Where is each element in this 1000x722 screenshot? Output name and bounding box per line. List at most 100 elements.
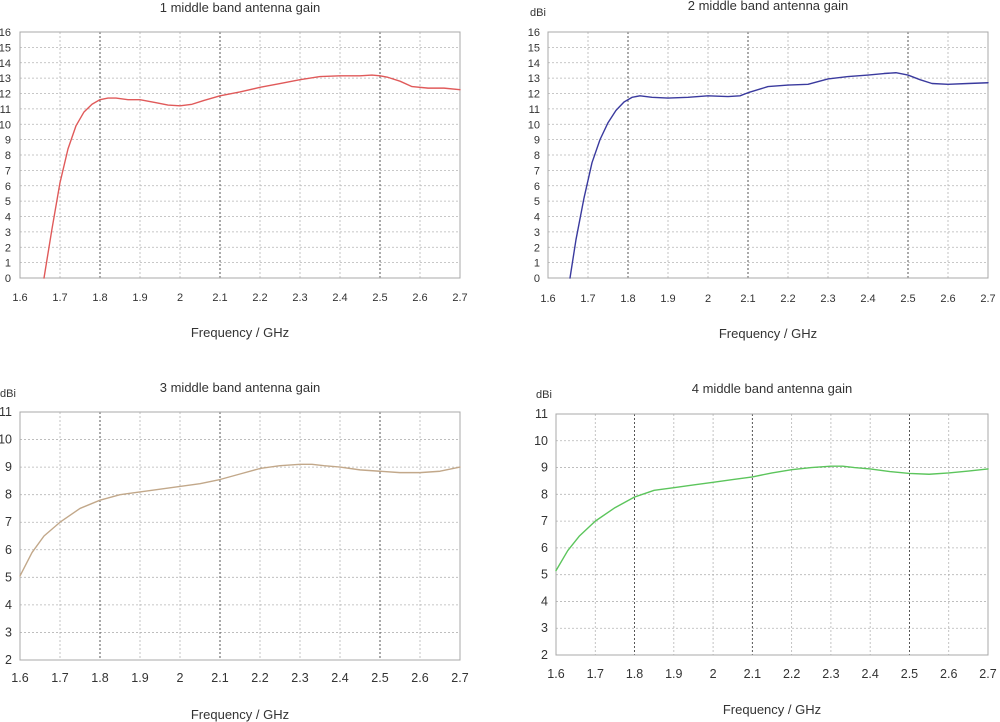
x-tick-label: 2.6 [411, 671, 428, 685]
x-tick-label: 1.9 [132, 292, 147, 304]
x-tick-label: 2.2 [780, 293, 795, 305]
x-tick-label: 2.4 [331, 671, 348, 685]
y-tick-label: 10 [0, 119, 11, 131]
y-tick-label: 6 [5, 543, 12, 557]
y-tick-label: 8 [5, 488, 12, 502]
y-tick-label: 11 [0, 405, 12, 419]
y-tick-label: 8 [534, 150, 540, 162]
y-tick-label: 4 [534, 212, 540, 224]
y-tick-label: 3 [534, 227, 540, 239]
y-tick-label: 7 [534, 165, 540, 177]
x-tick-label: 2.2 [251, 671, 268, 685]
y-tick-label: 11 [535, 407, 548, 421]
x-tick-label: 2.1 [744, 667, 761, 681]
x-tick-label: 2.4 [861, 667, 878, 681]
gain-curve [569, 72, 989, 279]
x-tick-label: 1.7 [51, 671, 68, 685]
y-tick-label: 6 [534, 181, 540, 193]
gain-curve [19, 463, 461, 577]
y-tick-label: 15 [528, 42, 540, 54]
y-tick-label: 11 [529, 104, 540, 116]
y-tick-label: 8 [541, 487, 548, 501]
y-tick-label: 7 [5, 515, 12, 529]
x-axis-title: Frequency / GHz [719, 326, 817, 341]
y-tick-label: 7 [5, 165, 11, 177]
x-tick-label: 2 [177, 292, 183, 304]
y-tick-label: 14 [0, 58, 11, 70]
x-tick-label: 2.1 [211, 671, 228, 685]
y-tick-label: 14 [528, 58, 540, 70]
y-tick-label: 10 [0, 433, 12, 447]
x-tick-label: 1.7 [587, 667, 604, 681]
x-tick-label: 1.6 [11, 671, 28, 685]
x-tick-label: 2.5 [372, 292, 387, 304]
x-tick-label: 2.7 [979, 667, 996, 681]
plot-frame [547, 31, 989, 279]
x-tick-label: 2 [705, 293, 711, 305]
x-tick-label: 2.7 [451, 671, 468, 685]
x-tick-label: 2.4 [332, 292, 347, 304]
x-tick-label: 1.9 [131, 671, 148, 685]
plot-frame [19, 411, 461, 661]
x-tick-label: 1.9 [660, 293, 675, 305]
y-tick-label: 5 [5, 196, 11, 208]
y-unit-label: dBi [0, 388, 16, 400]
y-tick-label: 16 [0, 27, 11, 39]
gain-curve [555, 465, 989, 572]
y-tick-label: 2 [541, 648, 548, 662]
x-tick-label: 2 [710, 667, 717, 681]
y-unit-label: dBi [530, 7, 546, 19]
x-tick-label: 2.2 [783, 667, 800, 681]
y-tick-label: 16 [528, 27, 540, 39]
x-tick-label: 1.8 [92, 292, 107, 304]
x-axis-title: Frequency / GHz [191, 707, 289, 722]
x-tick-label: 2.7 [452, 292, 467, 304]
x-tick-label: 2.6 [940, 667, 957, 681]
chart-3: 2 3 4 5 6 7 8 9 10 11 1.6 1.7 1.8 1.9 2 2.1 2.2 2.3 2.4 2.5… [0, 380, 469, 722]
x-tick-label: 1.7 [580, 293, 595, 305]
x-tick-label: 1.6 [540, 293, 555, 305]
x-tick-label: 2.5 [371, 671, 388, 685]
y-tick-label: 4 [5, 212, 11, 224]
y-tick-label: 9 [5, 460, 12, 474]
y-tick-label: 4 [5, 598, 12, 612]
y-tick-label: 9 [541, 461, 548, 475]
x-tick-label: 2.1 [740, 293, 755, 305]
x-tick-label: 2.4 [860, 293, 875, 305]
x-tick-label: 2.7 [980, 293, 995, 305]
y-tick-label: 6 [541, 541, 548, 555]
x-tick-label: 2.5 [901, 667, 918, 681]
x-tick-label: 2.3 [292, 292, 307, 304]
x-tick-label: 1.6 [12, 292, 27, 304]
y-tick-label: 1 [534, 258, 540, 270]
plot-frame [19, 31, 461, 279]
y-tick-label: 2 [5, 653, 12, 667]
x-tick-label: 2.3 [291, 671, 308, 685]
x-tick-label: 2 [177, 671, 184, 685]
x-axis-title: Frequency / GHz [191, 325, 289, 340]
x-tick-label: 1.8 [91, 671, 108, 685]
chart-title: 3 middle band antenna gain [160, 380, 320, 395]
y-tick-label: 11 [0, 104, 11, 116]
x-tick-label: 2.1 [212, 292, 227, 304]
x-axis-title: Frequency / GHz [723, 702, 821, 717]
y-tick-label: 5 [5, 570, 12, 584]
x-tick-label: 1.9 [665, 667, 682, 681]
y-tick-label: 3 [5, 227, 11, 239]
y-tick-label: 5 [534, 196, 540, 208]
y-tick-label: 0 [5, 273, 11, 285]
y-tick-label: 4 [541, 594, 548, 608]
chart-title: 1 middle band antenna gain [160, 0, 320, 15]
y-tick-label: 2 [534, 242, 540, 254]
x-tick-label: 1.7 [52, 292, 67, 304]
y-tick-label: 0 [534, 273, 540, 285]
y-tick-label: 6 [5, 181, 11, 193]
x-tick-label: 2.3 [820, 293, 835, 305]
y-tick-label: 1 [5, 258, 11, 270]
y-tick-label: 9 [534, 135, 540, 147]
y-tick-label: 7 [541, 514, 548, 528]
x-tick-label: 2.2 [252, 292, 267, 304]
